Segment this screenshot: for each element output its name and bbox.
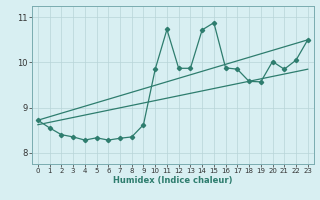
X-axis label: Humidex (Indice chaleur): Humidex (Indice chaleur) bbox=[113, 176, 233, 185]
